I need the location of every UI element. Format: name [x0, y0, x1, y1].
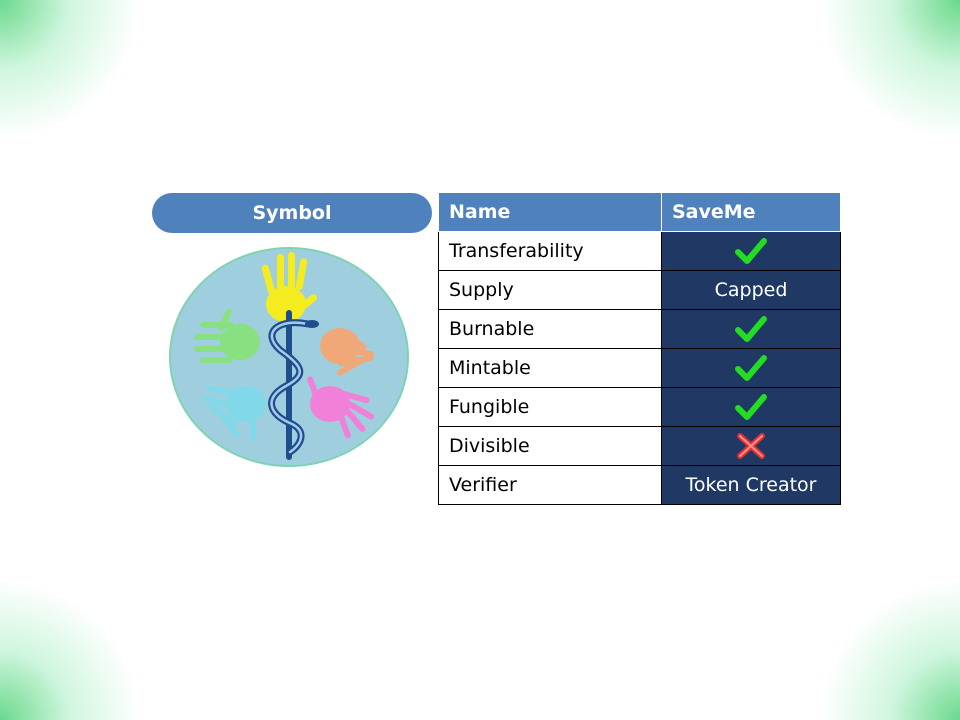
symbol-label-text: Symbol — [252, 202, 332, 224]
property-name: Supply — [438, 270, 662, 310]
property-value — [661, 387, 841, 427]
green-hand-icon — [194, 308, 260, 363]
property-name: Mintable — [438, 348, 662, 388]
cyan-hand-icon — [202, 385, 266, 442]
property-name: Divisible — [438, 426, 662, 466]
check-icon — [734, 238, 768, 264]
table-row: Transferability — [438, 231, 841, 271]
orange-hand-icon — [320, 328, 374, 376]
property-value — [661, 426, 841, 466]
property-name: Fungible — [438, 387, 662, 427]
table-row: Burnable — [438, 309, 841, 349]
table-row: Verifier Token Creator — [438, 465, 841, 505]
table-header-row: Name SaveMe — [438, 192, 841, 232]
cross-icon — [735, 433, 767, 459]
property-value-text: Capped — [714, 279, 788, 301]
check-icon — [734, 316, 768, 342]
property-value-text: Token Creator — [685, 474, 817, 496]
symbol-label: Symbol — [152, 193, 432, 233]
yellow-hand-icon — [261, 252, 317, 322]
saveme-logo-image — [169, 247, 409, 467]
property-value: Token Creator — [661, 465, 841, 505]
check-icon — [734, 394, 768, 420]
staff-of-asclepius-icon — [268, 310, 319, 460]
table-row: Mintable — [438, 348, 841, 388]
token-properties-table: Name SaveMe Transferability Supply Capped B… — [438, 192, 841, 505]
table-row: Supply Capped — [438, 270, 841, 310]
header-saveme: SaveMe — [661, 192, 841, 232]
property-value — [661, 348, 841, 388]
property-value — [661, 309, 841, 349]
property-value: Capped — [661, 270, 841, 310]
property-name: Verifier — [438, 465, 662, 505]
table-row: Fungible — [438, 387, 841, 427]
header-name: Name — [438, 192, 662, 232]
property-name: Transferability — [438, 231, 662, 271]
check-icon — [734, 355, 768, 381]
table-row: Divisible — [438, 426, 841, 466]
pink-hand-icon — [307, 376, 374, 439]
property-name: Burnable — [438, 309, 662, 349]
property-value — [661, 231, 841, 271]
